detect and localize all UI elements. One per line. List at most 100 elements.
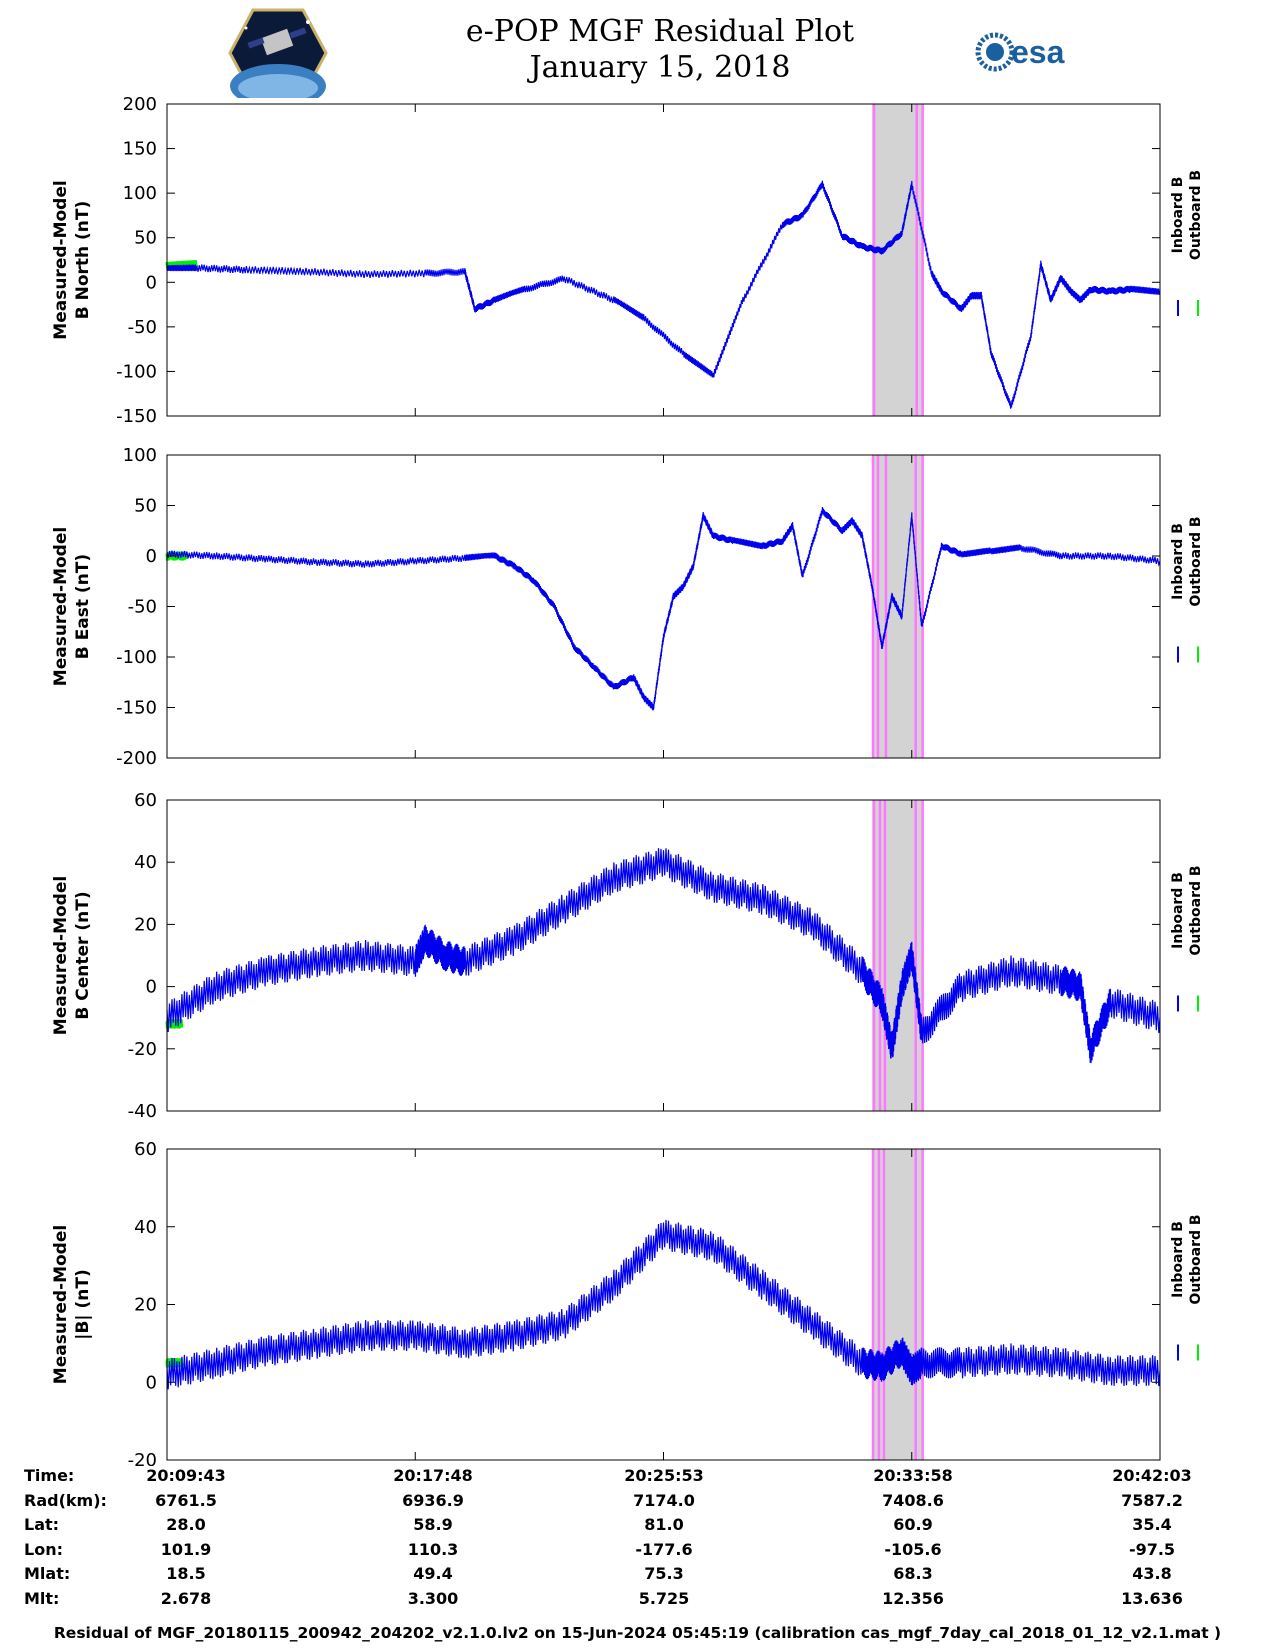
info-row-label: Lon: [24,1539,63,1559]
y-tick-label: 200 [123,94,157,115]
legend-inboard-label: Inboard B [1170,177,1186,254]
esa-logo-icon: esa [975,32,1065,72]
esa-logo-text: esa [1011,34,1065,70]
y-tick-label: -150 [116,698,157,719]
y-axis-label: Measured-Model [51,180,71,339]
y-axis-label: Measured-Model [51,1225,71,1384]
info-cell: 28.0 [166,1515,206,1535]
info-cell: 20:17:48 [393,1466,473,1485]
info-row-label: Mlt: [24,1589,60,1608]
y-tick-label: 150 [123,139,157,160]
info-cell: 20:42:03 [1112,1466,1192,1485]
event-shade [872,104,922,416]
y-tick-label: -40 [128,1101,157,1122]
legend-outboard-label: Outboard B [1188,516,1204,606]
plot-date: January 15, 2018 [529,50,791,85]
y-tick-label: 40 [134,852,157,873]
info-cell: 75.3 [644,1564,684,1584]
info-cell: 101.9 [160,1539,212,1559]
legend-inboard-label: Inboard B [1170,523,1186,600]
y-tick-label: -150 [116,406,157,427]
orbit-info-table: Time: Rad(km): Lat: Lon: Mlat: Mlt: 20:09:43 67… [0,1466,1275,1622]
info-cell: 60.9 [893,1515,933,1535]
y-tick-label: 60 [134,790,157,811]
info-cell: -177.6 [635,1539,693,1559]
y-axis-label: Measured-Model [51,527,71,686]
info-cell: 6936.9 [402,1490,464,1510]
info-cell: 18.5 [166,1564,206,1584]
info-cell: 13.636 [1121,1589,1183,1608]
info-cell: 20:33:58 [873,1466,953,1485]
info-cell: 7587.2 [1121,1490,1183,1510]
y-tick-label: 50 [134,228,157,249]
legend-outboard-label: Outboard B [1188,170,1204,260]
info-cell: 12.356 [882,1589,944,1608]
panel-4: 60 40 20 0 -20 Measured-Model |B| (nT) Inboard … [51,1139,1204,1466]
y-tick-label: 0 [146,272,157,293]
y-axis-label: |B| (nT) [73,1269,93,1340]
info-cell: 35.4 [1132,1515,1172,1535]
y-tick-label: -50 [128,317,157,338]
y-tick-label: -20 [128,1039,157,1060]
series-inboard-b [166,848,1161,1064]
info-cell: 49.4 [413,1564,453,1584]
axes-frame [166,1148,1161,1461]
y-tick-label: 20 [134,914,157,935]
y-tick-label: 40 [134,1217,157,1238]
y-tick-label: -100 [116,361,157,382]
legend-inboard-label: Inboard B [1170,872,1186,949]
y-axis-label: B East (nT) [73,554,93,659]
y-tick-label: -100 [116,647,157,668]
series-inboard-b [166,180,1161,409]
y-tick-label: 100 [123,183,157,204]
event-shade [872,1149,922,1460]
info-cell: 6761.5 [155,1490,217,1510]
legend-inboard-label: Inboard B [1170,1221,1186,1298]
info-cell: 110.3 [407,1539,459,1559]
axes-frame [166,454,1161,759]
legend-outboard-label: Outboard B [1188,865,1204,955]
footer-caption: Residual of MGF_20180115_200942_204202_v… [53,1624,1222,1642]
y-tick-label: 0 [146,546,157,567]
info-cell: 68.3 [893,1564,933,1584]
axes-frame [166,103,1161,417]
y-tick-label: 20 [134,1295,157,1316]
info-row-label: Mlat: [24,1564,71,1584]
info-cell: 2.678 [160,1589,212,1608]
info-cell: 81.0 [644,1515,684,1535]
y-axis-label: Measured-Model [51,876,71,1035]
y-tick-label: 60 [134,1139,157,1160]
info-cell: -97.5 [1128,1539,1176,1559]
y-tick-label: -200 [116,748,157,769]
panel-3: 60 40 20 0 -20 -40 Measured-Model B Center (nT)… [51,790,1204,1122]
plot-title: e-POP MGF Residual Plot [465,14,855,49]
info-cell: 3.300 [407,1589,459,1608]
info-cell: 7174.0 [633,1490,695,1510]
y-tick-label: -50 [128,597,157,618]
cassiope-logo-icon [228,8,328,98]
info-row-label: Lat: [24,1515,60,1535]
title-block: e-POP MGF Residual Plot January 15, 2018 [380,14,940,86]
info-cell: 58.9 [413,1515,453,1535]
series-inboard-b [166,1219,1161,1390]
series-inboard-b [166,507,1161,711]
info-cell: 5.725 [638,1589,690,1608]
panel-1: 200 150 100 50 0 -50 -100 -150 Measured-Model B N… [51,94,1204,427]
info-cell: 20:09:43 [146,1466,226,1485]
y-tick-label: 100 [123,445,157,466]
y-tick-label: 0 [146,1372,157,1393]
y-axis-label: B Center (nT) [73,891,93,1019]
legend-outboard-label: Outboard B [1188,1214,1204,1304]
y-tick-label: 50 [134,496,157,517]
y-tick-label: -20 [128,1450,157,1466]
info-cell: -105.6 [884,1539,942,1559]
info-cell: 43.8 [1132,1564,1172,1584]
y-tick-label: 0 [146,977,157,998]
info-row-label: Rad(km): [24,1490,107,1510]
info-row-label: Time: [24,1466,75,1485]
info-cell: 20:25:53 [624,1466,704,1485]
y-axis-label: B North (nT) [73,201,93,320]
panel-2: 100 50 0 -50 -100 -150 -200 Measured-Model B Eas… [51,445,1204,769]
series-outboard-b [165,1019,184,1029]
